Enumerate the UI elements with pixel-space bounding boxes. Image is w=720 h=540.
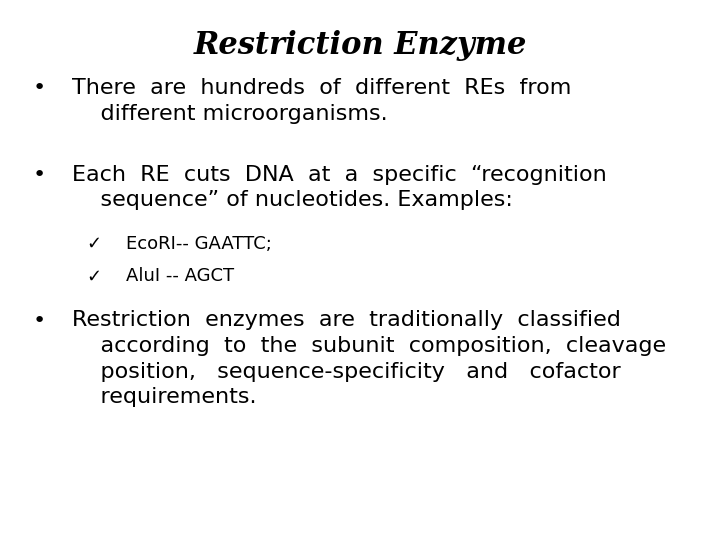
Text: ✓: ✓: [86, 235, 102, 253]
Text: EcoRI-- GAATTC;: EcoRI-- GAATTC;: [126, 235, 272, 253]
Text: Each  RE  cuts  DNA  at  a  specific  “recognition
    sequence” of nucleotides.: Each RE cuts DNA at a specific “recognit…: [72, 165, 607, 210]
Text: There  are  hundreds  of  different  REs  from
    different microorganisms.: There are hundreds of different REs from…: [72, 78, 572, 124]
Text: •: •: [33, 310, 46, 330]
Text: ✓: ✓: [86, 267, 102, 285]
Text: AluI -- AGCT: AluI -- AGCT: [126, 267, 234, 285]
Text: Restriction Enzyme: Restriction Enzyme: [193, 30, 527, 60]
Text: Restriction  enzymes  are  traditionally  classified
    according  to  the  sub: Restriction enzymes are traditionally cl…: [72, 310, 666, 407]
Text: •: •: [33, 165, 46, 185]
Text: •: •: [33, 78, 46, 98]
